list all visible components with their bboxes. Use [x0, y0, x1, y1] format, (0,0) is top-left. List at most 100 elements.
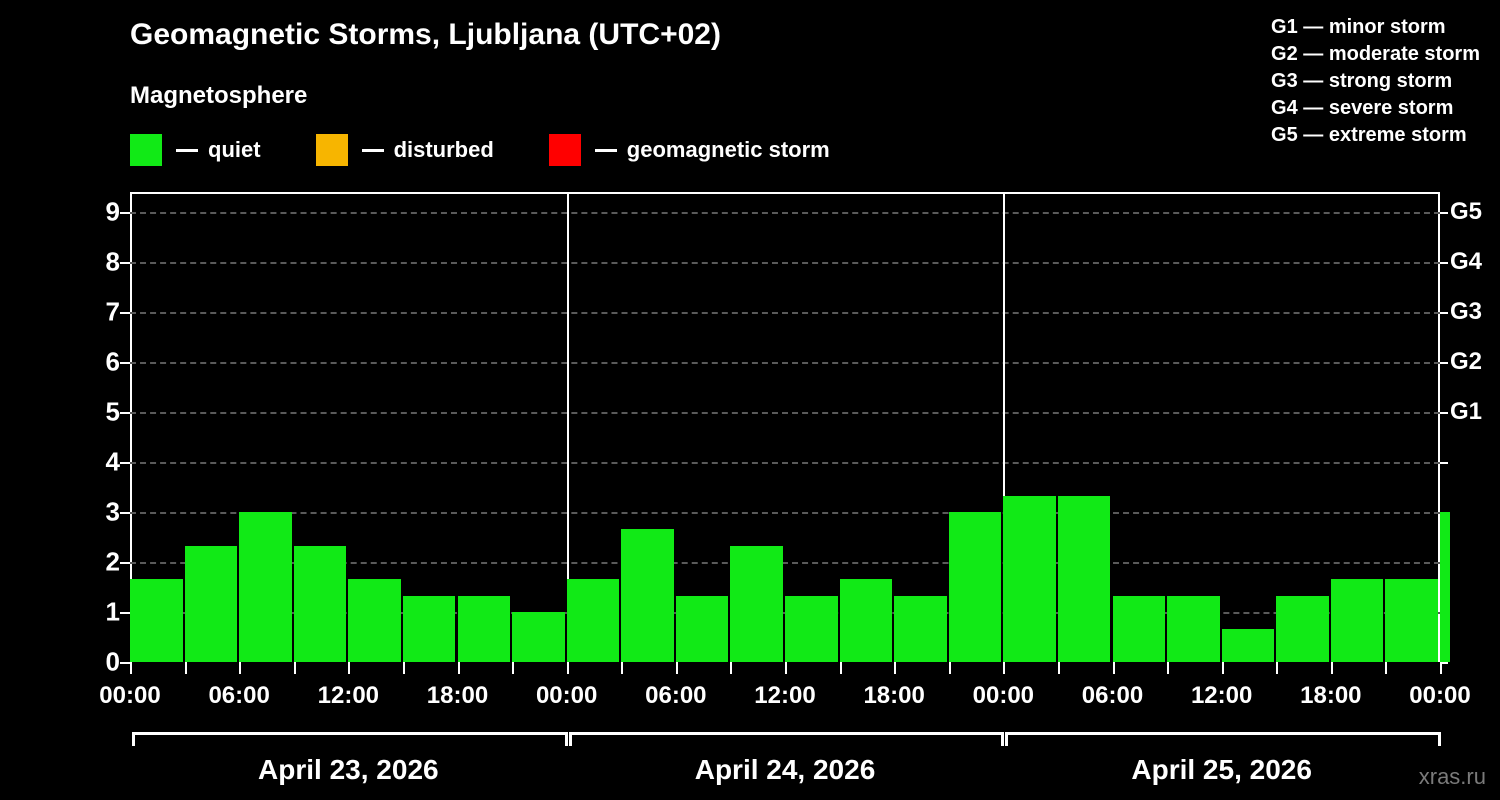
- bar-day3-slot3[interactable]: [1167, 596, 1220, 663]
- date-bracket-line-1: [132, 732, 565, 735]
- x-tick-day2-2: [676, 662, 678, 674]
- disturbed-color-swatch: [316, 134, 348, 166]
- bar-day3-slot1[interactable]: [1058, 496, 1111, 663]
- g-legend-g5: G5 — extreme storm: [1271, 122, 1480, 149]
- storm-color-swatch: [549, 134, 581, 166]
- x-tick-day3-4: [1222, 662, 1224, 674]
- quiet-legend-dash: [176, 149, 198, 152]
- bar-day3-slot5[interactable]: [1276, 596, 1329, 663]
- date-bracket-line-2: [569, 732, 1002, 735]
- y-tick-mark-8: [120, 262, 130, 264]
- date-label-day2: April 24, 2026: [695, 754, 876, 786]
- bar-day2-slot0[interactable]: [567, 579, 620, 663]
- bar-day1-slot0[interactable]: [130, 579, 183, 663]
- bar-day2-slot7[interactable]: [949, 512, 1002, 662]
- g-tick-label-G2: G2: [1450, 348, 1500, 376]
- y-tick-mark-2: [120, 562, 130, 564]
- y-tick-label-9: 9: [88, 197, 120, 228]
- bar-day1-slot2[interactable]: [239, 512, 292, 662]
- bar-day1-slot7[interactable]: [512, 612, 565, 662]
- x-tick-day2-4: [785, 662, 787, 674]
- x-tick-day1-0: [130, 662, 132, 674]
- x-tick-final: [1440, 662, 1442, 674]
- g-legend-g2: G2 — moderate storm: [1271, 41, 1480, 68]
- right-minor-tick-7: [1440, 312, 1448, 314]
- bar-day3-slot0[interactable]: [1003, 496, 1056, 663]
- y-tick-label-8: 8: [88, 247, 120, 278]
- x-label-day1-18:00: 18:00: [427, 682, 488, 710]
- y-tick-label-4: 4: [88, 447, 120, 478]
- bar-day2-slot1[interactable]: [621, 529, 674, 663]
- legend-item-disturbed: disturbed: [316, 134, 494, 166]
- right-minor-tick-6: [1440, 362, 1448, 364]
- chart-title: Geomagnetic Storms, Ljubljana (UTC+02): [130, 18, 721, 52]
- x-tick-day3-7: [1385, 662, 1387, 674]
- bar-day3-slot7[interactable]: [1385, 579, 1438, 663]
- x-tick-day2-6: [894, 662, 896, 674]
- x-tick-day1-1: [185, 662, 187, 674]
- y-tick-label-1: 1: [88, 597, 120, 628]
- x-tick-day3-5: [1276, 662, 1278, 674]
- y-tick-label-0: 0: [88, 647, 120, 678]
- legend-item-quiet: quiet: [130, 134, 261, 166]
- x-label-day3-18:00: 18:00: [1300, 682, 1361, 710]
- disturbed-legend-dash: [362, 149, 384, 152]
- x-label-day1-00:00: 00:00: [99, 682, 160, 710]
- bar-day3-slot2[interactable]: [1113, 596, 1166, 663]
- chart-subtitle: Magnetosphere: [130, 82, 307, 110]
- date-bracket-layer: [130, 732, 1440, 752]
- right-minor-tick-8: [1440, 262, 1448, 264]
- x-axis-ticks: [130, 662, 1440, 674]
- g-legend-g1: G1 — minor storm: [1271, 14, 1480, 41]
- date-bracket-line-3: [1005, 732, 1438, 735]
- bar-day1-slot1[interactable]: [185, 546, 238, 663]
- right-minor-tick-4: [1440, 462, 1448, 464]
- x-tick-day1-2: [239, 662, 241, 674]
- quiet-legend-label: quiet: [208, 137, 261, 163]
- y-tick-label-5: 5: [88, 397, 120, 428]
- x-tick-day2-1: [621, 662, 623, 674]
- bar-day2-slot6[interactable]: [894, 596, 947, 663]
- x-tick-day2-5: [840, 662, 842, 674]
- x-label-day2-18:00: 18:00: [863, 682, 924, 710]
- y-tick-mark-9: [120, 212, 130, 214]
- y-tick-mark-1: [120, 612, 130, 614]
- bar-day2-slot2[interactable]: [676, 596, 729, 663]
- g-legend-g4: G4 — severe storm: [1271, 95, 1480, 122]
- bar-day1-slot5[interactable]: [403, 596, 456, 663]
- site-watermark: xras.ru: [1419, 764, 1486, 790]
- x-tick-day3-1: [1058, 662, 1060, 674]
- bar-day1-slot6[interactable]: [458, 596, 511, 663]
- bar-day3-slot8[interactable]: [1440, 512, 1450, 662]
- date-label-day3: April 25, 2026: [1131, 754, 1312, 786]
- y-tick-label-6: 6: [88, 347, 120, 378]
- legend-item-storm: geomagnetic storm: [549, 134, 830, 166]
- x-tick-day3-3: [1167, 662, 1169, 674]
- x-label-day1-12:00: 12:00: [318, 682, 379, 710]
- x-label-final-00-00: 00:00: [1409, 682, 1470, 710]
- bar-day3-slot6[interactable]: [1331, 579, 1384, 663]
- y-tick-mark-7: [120, 312, 130, 314]
- x-label-day3-06:00: 06:00: [1082, 682, 1143, 710]
- date-bracket-tick-right-3: [1438, 732, 1441, 746]
- bar-day2-slot5[interactable]: [840, 579, 893, 663]
- bar-day2-slot4[interactable]: [785, 596, 838, 663]
- chart-plot-area: 0 1 2 3 4 5 6 7 8 9 G1 G2 G3 G4 G5 00:00 06:00 12:00 18:…: [130, 192, 1440, 662]
- g-tick-label-G1: G1: [1450, 398, 1500, 426]
- bar-day2-slot3[interactable]: [730, 546, 783, 663]
- y-tick-mark-4: [120, 462, 130, 464]
- x-tick-day1-5: [403, 662, 405, 674]
- disturbed-legend-label: disturbed: [394, 137, 494, 163]
- date-bracket-tick-right-1: [565, 732, 568, 746]
- x-tick-day3-2: [1113, 662, 1115, 674]
- bar-day3-slot4[interactable]: [1222, 629, 1275, 663]
- x-label-day3-12:00: 12:00: [1191, 682, 1252, 710]
- x-tick-day3-0: [1003, 662, 1005, 674]
- x-label-day2-12:00: 12:00: [754, 682, 815, 710]
- g-tick-label-G5: G5: [1450, 198, 1500, 226]
- bar-day1-slot4[interactable]: [348, 579, 401, 663]
- chart-page: Geomagnetic Storms, Ljubljana (UTC+02) M…: [0, 0, 1500, 800]
- x-tick-day1-6: [458, 662, 460, 674]
- x-tick-day1-3: [294, 662, 296, 674]
- bar-day1-slot3[interactable]: [294, 546, 347, 663]
